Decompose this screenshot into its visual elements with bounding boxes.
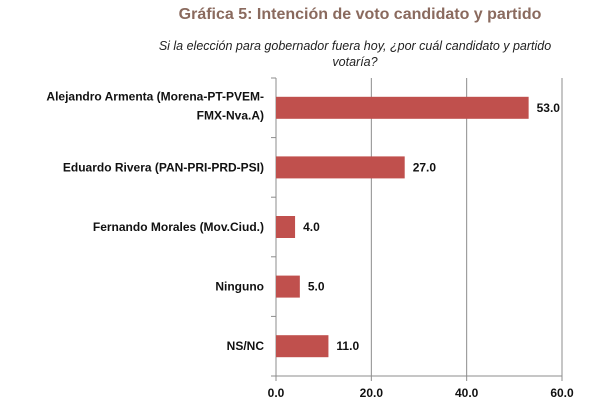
chart-title: Gráfica 5: Intención de voto candidato y… xyxy=(178,6,542,23)
data-label: 4.0 xyxy=(303,220,320,234)
category-label: NS/NC xyxy=(227,339,265,353)
x-tick-label: 40.0 xyxy=(455,386,479,400)
subtitle-line-2: votaría? xyxy=(332,55,378,69)
subtitle-line-1: Si la elección para gobernador fuera hoy… xyxy=(158,39,552,53)
bar xyxy=(276,96,529,119)
bar xyxy=(276,216,296,238)
x-tick-label: 20.0 xyxy=(360,386,384,400)
bar xyxy=(276,156,405,179)
x-tick-label: 60.0 xyxy=(550,386,574,400)
category-label: Alejandro Armenta (Morena-PT-PVEM- xyxy=(46,89,264,103)
bar xyxy=(276,275,300,298)
x-tick-label: 0.0 xyxy=(268,386,285,400)
category-label: Ninguno xyxy=(215,280,264,294)
category-label: FMX-Nva.A) xyxy=(197,108,264,122)
bar xyxy=(276,335,329,358)
data-label: 27.0 xyxy=(413,160,437,174)
data-label: 5.0 xyxy=(308,280,325,294)
category-label: Fernando Morales (Mov.Ciud.) xyxy=(93,220,264,234)
data-label: 11.0 xyxy=(336,339,359,353)
data-label: 53.0 xyxy=(537,101,561,115)
chart-subtitle: Si la elección para gobernador fuera hoy… xyxy=(120,38,590,70)
category-label: Eduardo Rivera (PAN-PRI-PRD-PSI) xyxy=(63,160,264,174)
